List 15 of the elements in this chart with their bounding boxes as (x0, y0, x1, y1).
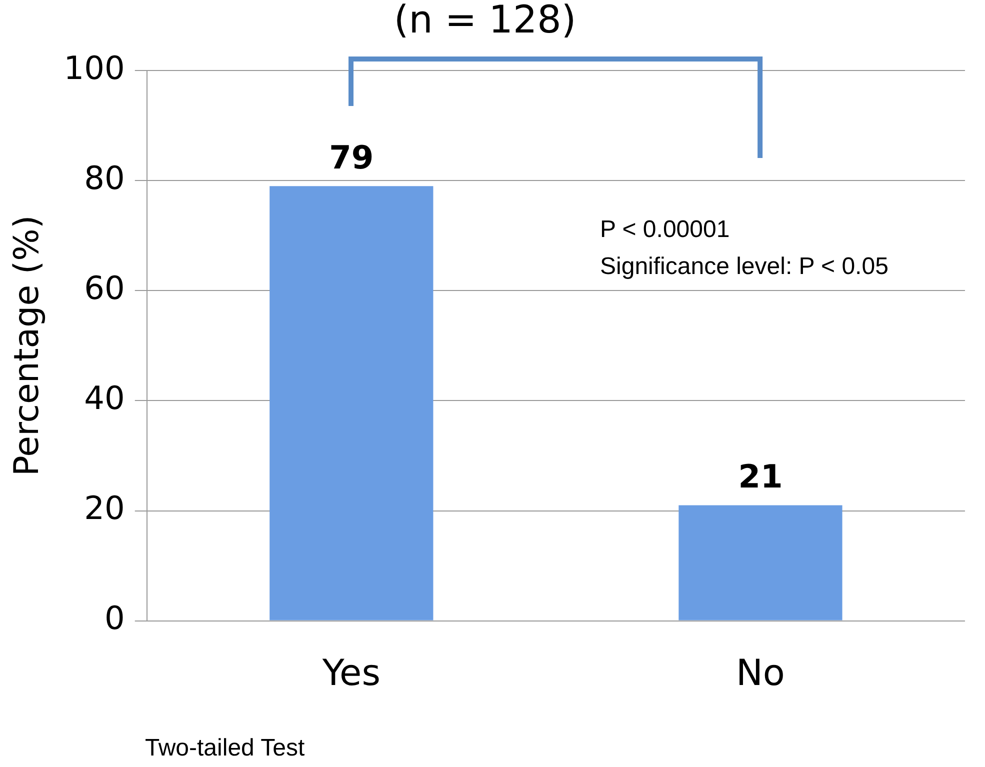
y-tick-label: 0 (104, 599, 125, 638)
annotation: P < 0.00001 (600, 216, 730, 244)
x-tick-label: Yes (321, 652, 380, 694)
chart-title: (n = 128) (394, 0, 576, 42)
y-tick-label: 40 (84, 379, 125, 418)
y-tick-label: 20 (84, 489, 125, 528)
y-tick-label: 100 (64, 48, 125, 87)
x-tick-label: No (736, 652, 785, 694)
y-axis-title: Percentage (%) (7, 215, 48, 476)
y-tick-label: 60 (84, 268, 125, 307)
data-label: 79 (329, 138, 374, 176)
y-tick-label: 80 (84, 158, 125, 197)
data-label: 21 (738, 458, 783, 496)
annotation: Significance level: P < 0.05 (600, 253, 888, 280)
text: Two-tailed Test (145, 734, 305, 762)
